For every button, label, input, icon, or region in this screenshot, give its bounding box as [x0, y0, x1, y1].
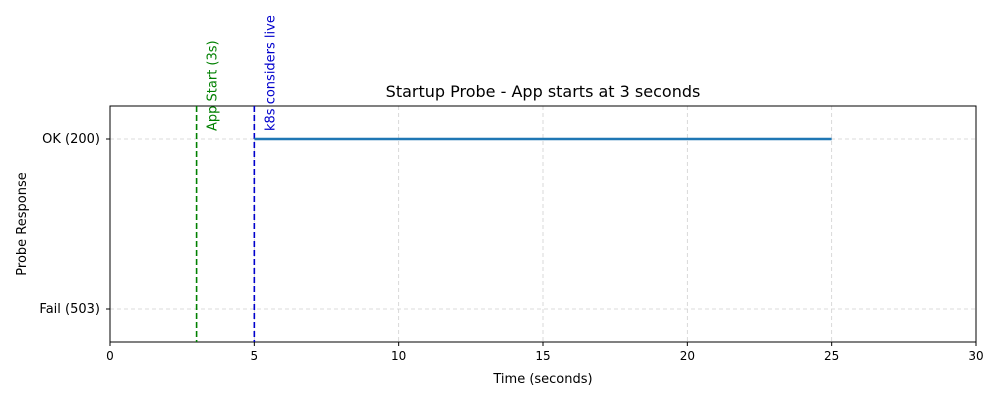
x-tick-label: 5	[251, 349, 259, 363]
x-tick-label: 20	[680, 349, 695, 363]
grid	[109, 106, 977, 342]
y-tick-label: Fail (503)	[39, 302, 100, 317]
y-axis: Fail (503) OK (200)	[39, 132, 110, 317]
x-tick-label: 10	[391, 349, 406, 363]
annotations: App Start (3s) k8s considers live	[195, 15, 278, 342]
annotation-label: App Start (3s)	[206, 40, 221, 131]
x-axis: 0 5 10 15 20 25 30	[106, 342, 984, 363]
x-tick-label: 15	[535, 349, 550, 363]
x-tick-label: 25	[824, 349, 839, 363]
y-tick-label: OK (200)	[42, 132, 100, 147]
chart-title: Startup Probe - App starts at 3 seconds	[386, 82, 701, 101]
x-axis-label: Time (seconds)	[492, 372, 592, 387]
annotation-label: k8s considers live	[263, 15, 278, 131]
x-tick-label: 30	[968, 349, 983, 363]
x-tick-label: 0	[106, 349, 114, 363]
y-axis-label: Probe Response	[15, 172, 30, 275]
